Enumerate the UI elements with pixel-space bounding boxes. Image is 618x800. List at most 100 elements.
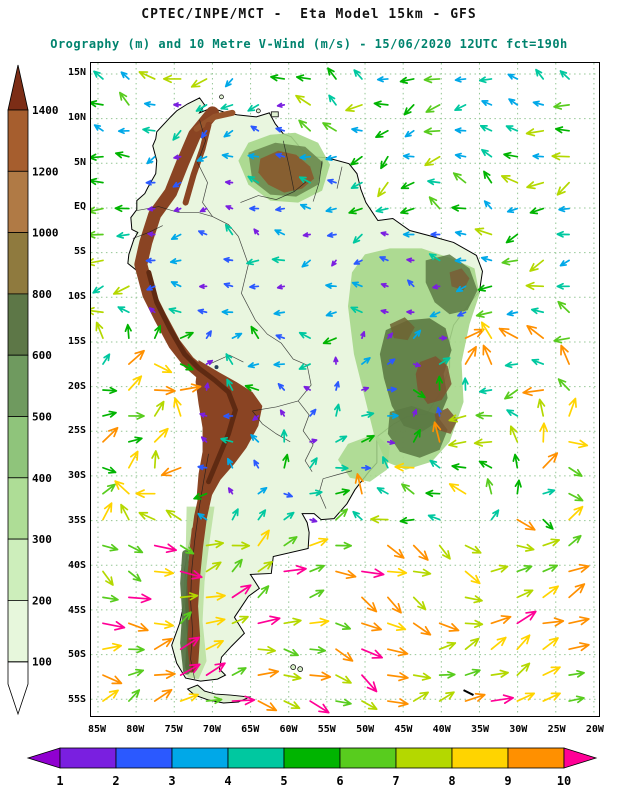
wind-arrow	[531, 358, 545, 366]
wind-arrow	[179, 693, 199, 702]
wind-arrow	[375, 129, 389, 138]
wind-arrow	[556, 282, 570, 290]
lat-tick-label: 15S	[67, 335, 86, 347]
wind-arrow	[525, 281, 545, 291]
wind-arrow	[120, 503, 130, 521]
chart-subtitle: Orography (m) and 10 Metre V-Wind (m/s) …	[50, 37, 568, 51]
wind-arrow	[412, 622, 432, 636]
wind-arrow	[412, 544, 429, 561]
wind-arrow	[173, 154, 182, 160]
wind-arrow	[350, 181, 363, 189]
wind-arrow	[451, 463, 467, 471]
wind-arrow	[198, 230, 208, 236]
elevation-tick-label: 800	[32, 288, 52, 301]
wind-arrow	[102, 689, 119, 702]
wind-arrow	[551, 152, 570, 161]
wind-arrow	[325, 310, 337, 317]
wind-arrow	[135, 489, 156, 499]
wind-arrow	[361, 435, 375, 443]
wind-arrow	[102, 570, 114, 586]
wind-arrow	[525, 128, 545, 137]
wind-arrow	[438, 357, 451, 365]
wind-arrow	[335, 508, 348, 521]
wind-arrow	[299, 154, 311, 161]
wind-arrow	[483, 170, 493, 184]
lon-tick-label: 55W	[317, 724, 336, 735]
wind-arrow	[516, 543, 535, 552]
wind-arrow	[542, 585, 559, 599]
wind-arrow	[503, 151, 519, 160]
wind-arrow	[309, 438, 318, 444]
wind-arrow	[153, 543, 178, 554]
wind-arrow	[128, 689, 141, 702]
wind-arrow	[223, 129, 234, 138]
wind-arrow	[283, 564, 307, 575]
wind-arrow	[102, 642, 122, 652]
wind-arrow	[102, 466, 117, 474]
wind-arrow	[204, 382, 210, 391]
elevation-arrow-bottom	[7, 661, 29, 716]
wind-arrow	[361, 568, 385, 579]
wind-arrow	[452, 172, 467, 184]
wind-arrow	[386, 439, 396, 445]
wind-arrow	[353, 259, 363, 265]
wind-arrow	[283, 511, 295, 521]
wind-arrow	[376, 76, 389, 83]
wind-arrow	[401, 483, 415, 495]
wind-arrow	[478, 76, 493, 84]
wind-arrow	[464, 544, 482, 554]
wind-arrow	[173, 206, 182, 213]
wind-arrow	[350, 306, 363, 314]
elevation-colorbar-segment	[7, 416, 29, 479]
wind-arrow	[516, 564, 533, 573]
wind-colorbar-segment	[507, 747, 565, 769]
wind-arrow	[153, 427, 169, 443]
wind-arrow	[529, 207, 545, 215]
wind-arrow	[568, 492, 584, 502]
wind-arrow	[231, 615, 249, 625]
elevation-tick-label: 400	[32, 472, 52, 485]
wind-arrow	[345, 104, 363, 112]
wind-arrow	[412, 691, 429, 702]
wind-arrow	[128, 375, 143, 391]
wind-arrow	[516, 610, 537, 625]
wind-arrow	[205, 540, 225, 549]
wind-arrow	[516, 692, 536, 702]
elevation-tick-label: 1200	[32, 165, 59, 178]
wind-arrow	[153, 688, 173, 702]
wind-arrow	[302, 232, 311, 238]
wind-arrow	[327, 178, 337, 185]
wind-arrow	[559, 259, 570, 267]
wind-arrow	[514, 479, 522, 495]
lon-tick-label: 60W	[279, 724, 298, 735]
elevation-tick-label: 500	[32, 411, 52, 424]
wind-arrow	[309, 700, 330, 714]
lon-tick-label: 25W	[547, 724, 566, 735]
lon-tick-label: 65W	[241, 724, 260, 735]
wind-arrow	[400, 181, 415, 190]
wind-arrow	[454, 230, 467, 237]
wind-arrow-left	[26, 747, 61, 769]
wind-arrow	[386, 647, 409, 657]
wind-arrow	[334, 381, 340, 391]
wind-arrow	[370, 515, 389, 524]
wind-arrow	[280, 429, 288, 443]
wind-arrow	[537, 398, 546, 417]
wind-arrow	[102, 674, 123, 685]
wind-arrow	[282, 453, 290, 469]
elevation-tick-label: 200	[32, 594, 52, 607]
wind-arrow	[309, 617, 330, 627]
wind-arrow	[376, 487, 389, 495]
wind-arrow	[377, 181, 389, 198]
wind-arrow	[275, 206, 286, 212]
wind-arrow	[102, 386, 118, 395]
wind-arrow	[568, 534, 582, 547]
wind-arrow	[436, 406, 442, 417]
wind-arrow	[556, 230, 570, 238]
wind-arrow	[170, 281, 182, 288]
tierra-del-fuego-island	[186, 684, 252, 704]
wind-arrow	[386, 672, 409, 682]
wind-arrow	[179, 383, 202, 393]
wind-arrow	[477, 284, 493, 292]
